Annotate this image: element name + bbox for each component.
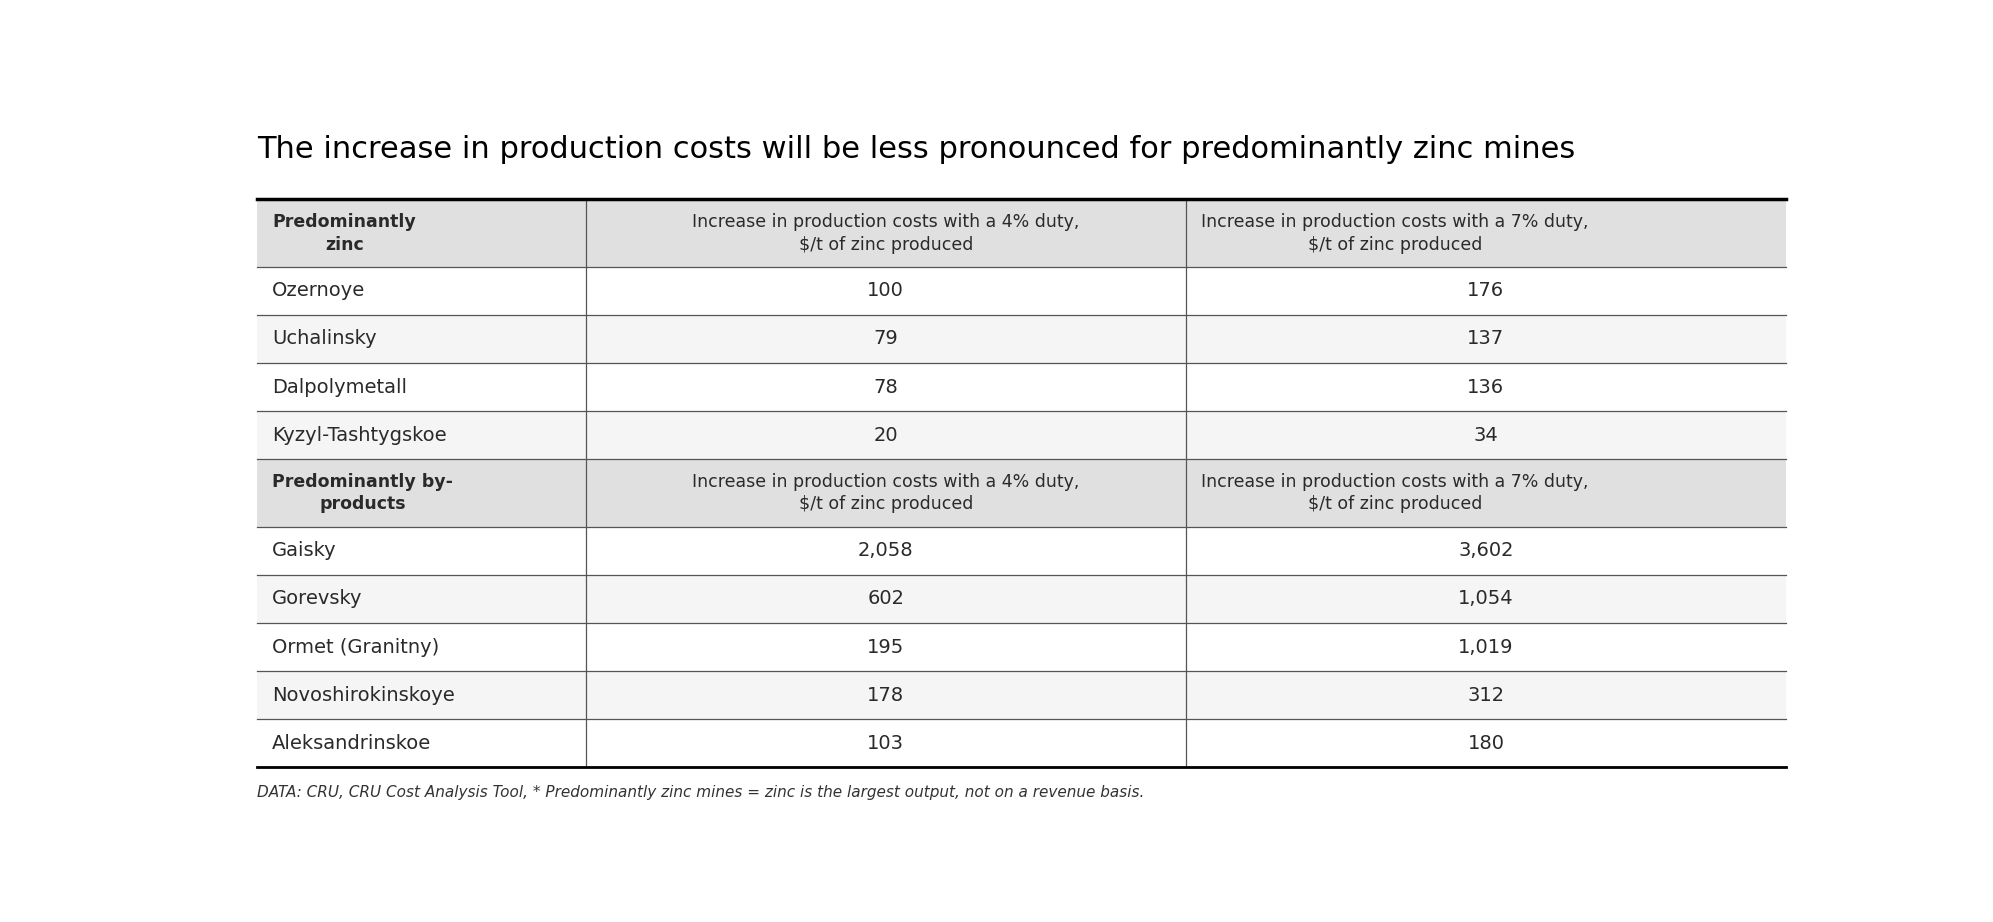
Bar xyxy=(586,719,1186,767)
Text: Increase in production costs with a 4% duty,
$/t of zinc produced: Increase in production costs with a 4% d… xyxy=(692,473,1080,514)
Bar xyxy=(257,411,586,459)
Bar xyxy=(586,363,1186,411)
Bar xyxy=(257,526,586,574)
Bar xyxy=(257,623,586,671)
Text: Increase in production costs with a 7% duty,
$/t of zinc produced: Increase in production costs with a 7% d… xyxy=(1202,213,1588,254)
Text: 180: 180 xyxy=(1467,734,1505,752)
Text: 20: 20 xyxy=(873,426,899,444)
Bar xyxy=(257,671,586,719)
Bar xyxy=(1186,266,1786,315)
Bar xyxy=(1186,199,1786,266)
Text: Gorevsky: Gorevsky xyxy=(273,589,363,609)
Bar xyxy=(586,266,1186,315)
Text: Predominantly by-
products: Predominantly by- products xyxy=(273,473,452,514)
Bar xyxy=(257,574,586,623)
Bar xyxy=(586,526,1186,574)
Text: Ormet (Granitny): Ormet (Granitny) xyxy=(273,637,440,656)
Bar xyxy=(586,623,1186,671)
Bar xyxy=(1186,671,1786,719)
Text: 3,602: 3,602 xyxy=(1459,541,1513,561)
Bar xyxy=(1186,526,1786,574)
Text: 312: 312 xyxy=(1467,686,1505,704)
Text: 1,019: 1,019 xyxy=(1459,637,1513,656)
Bar xyxy=(586,199,1186,266)
Bar xyxy=(257,266,586,315)
Text: 79: 79 xyxy=(873,329,899,349)
Text: Ozernoye: Ozernoye xyxy=(273,281,365,301)
Bar xyxy=(1186,315,1786,363)
Bar xyxy=(1186,411,1786,459)
Text: 1,054: 1,054 xyxy=(1459,589,1515,609)
Text: Novoshirokinskoye: Novoshirokinskoye xyxy=(273,686,454,704)
Bar xyxy=(586,671,1186,719)
Text: 2,058: 2,058 xyxy=(857,541,913,561)
Text: 103: 103 xyxy=(867,734,905,752)
Bar xyxy=(257,315,586,363)
Bar xyxy=(1186,459,1786,526)
Text: Gaisky: Gaisky xyxy=(273,541,337,561)
Bar xyxy=(586,459,1186,526)
Bar xyxy=(1186,719,1786,767)
Bar xyxy=(1186,574,1786,623)
Bar xyxy=(257,199,586,266)
Text: 602: 602 xyxy=(867,589,905,609)
Text: Increase in production costs with a 4% duty,
$/t of zinc produced: Increase in production costs with a 4% d… xyxy=(692,213,1080,254)
Text: DATA: CRU, CRU Cost Analysis Tool, * Predominantly zinc mines = zinc is the larg: DATA: CRU, CRU Cost Analysis Tool, * Pre… xyxy=(257,785,1144,799)
Bar xyxy=(1186,363,1786,411)
Text: 178: 178 xyxy=(867,686,905,704)
Bar xyxy=(1186,623,1786,671)
Bar xyxy=(257,459,586,526)
Text: 136: 136 xyxy=(1467,378,1505,396)
Text: The increase in production costs will be less pronounced for predominantly zinc : The increase in production costs will be… xyxy=(257,136,1574,164)
Text: Kyzyl-Tashtygskoe: Kyzyl-Tashtygskoe xyxy=(273,426,446,444)
Bar xyxy=(257,719,586,767)
Bar xyxy=(586,411,1186,459)
Text: 176: 176 xyxy=(1467,281,1505,301)
Bar xyxy=(257,363,586,411)
Text: Aleksandrinskoe: Aleksandrinskoe xyxy=(273,734,432,752)
Text: Increase in production costs with a 7% duty,
$/t of zinc produced: Increase in production costs with a 7% d… xyxy=(1202,473,1588,514)
Bar xyxy=(586,315,1186,363)
Text: 137: 137 xyxy=(1467,329,1505,349)
Text: 78: 78 xyxy=(873,378,899,396)
Text: 34: 34 xyxy=(1473,426,1499,444)
Text: Uchalinsky: Uchalinsky xyxy=(273,329,377,349)
Text: Predominantly
zinc: Predominantly zinc xyxy=(273,213,417,254)
Bar xyxy=(586,574,1186,623)
Text: Dalpolymetall: Dalpolymetall xyxy=(273,378,407,396)
Text: 100: 100 xyxy=(867,281,905,301)
Text: 195: 195 xyxy=(867,637,905,656)
